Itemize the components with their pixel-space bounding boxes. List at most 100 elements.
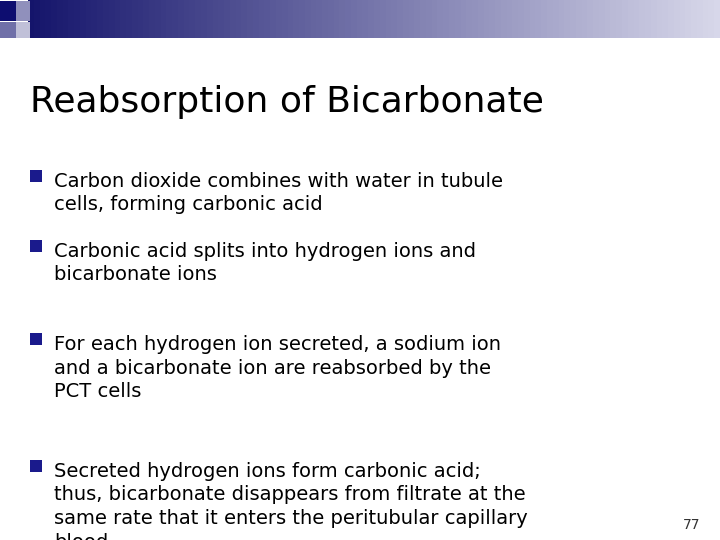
Bar bbox=[576, 0, 582, 38]
Bar bbox=[478, 0, 485, 38]
Bar bbox=[605, 0, 611, 38]
Bar bbox=[172, 0, 179, 38]
Bar bbox=[391, 0, 398, 38]
Bar bbox=[149, 0, 156, 38]
Text: Carbon dioxide combines with water in tubule
cells, forming carbonic acid: Carbon dioxide combines with water in tu… bbox=[54, 172, 503, 214]
Bar bbox=[593, 0, 600, 38]
Bar bbox=[438, 0, 444, 38]
Bar bbox=[322, 0, 329, 38]
Bar bbox=[356, 0, 364, 38]
Bar bbox=[703, 0, 709, 38]
Bar bbox=[674, 0, 680, 38]
Bar bbox=[420, 0, 427, 38]
Bar bbox=[622, 0, 629, 38]
Bar bbox=[258, 0, 266, 38]
Bar bbox=[30, 170, 42, 182]
Bar bbox=[685, 0, 692, 38]
Bar bbox=[467, 0, 473, 38]
Bar bbox=[218, 0, 225, 38]
Bar bbox=[639, 0, 646, 38]
Text: For each hydrogen ion secreted, a sodium ion
and a bicarbonate ion are reabsorbe: For each hydrogen ion secreted, a sodium… bbox=[54, 335, 501, 401]
Bar bbox=[570, 0, 577, 38]
Bar bbox=[374, 0, 381, 38]
Bar bbox=[402, 0, 410, 38]
Bar bbox=[645, 0, 652, 38]
Bar bbox=[0, 1, 16, 21]
Bar bbox=[564, 0, 571, 38]
Bar bbox=[166, 0, 174, 38]
Bar bbox=[379, 0, 387, 38]
Bar bbox=[455, 0, 462, 38]
Bar bbox=[490, 0, 496, 38]
Bar bbox=[28, 0, 35, 38]
Bar bbox=[241, 0, 248, 38]
Bar bbox=[57, 0, 63, 38]
Text: Carbonic acid splits into hydrogen ions and
bicarbonate ions: Carbonic acid splits into hydrogen ions … bbox=[54, 242, 476, 285]
Bar bbox=[247, 0, 254, 38]
Bar bbox=[143, 0, 150, 38]
Bar bbox=[310, 0, 318, 38]
Text: Reabsorption of Bicarbonate: Reabsorption of Bicarbonate bbox=[30, 85, 544, 119]
Bar bbox=[507, 0, 513, 38]
Bar bbox=[495, 0, 502, 38]
Bar bbox=[345, 0, 352, 38]
Bar bbox=[189, 0, 197, 38]
Bar bbox=[415, 0, 421, 38]
Bar bbox=[691, 0, 698, 38]
Bar bbox=[0, 22, 16, 38]
Bar bbox=[293, 0, 300, 38]
Bar bbox=[30, 333, 42, 345]
Bar bbox=[651, 0, 657, 38]
Bar bbox=[161, 0, 167, 38]
Bar bbox=[207, 0, 214, 38]
Bar bbox=[51, 0, 58, 38]
Bar bbox=[541, 0, 548, 38]
Bar bbox=[264, 0, 271, 38]
Bar bbox=[536, 0, 542, 38]
Bar bbox=[518, 0, 525, 38]
Bar bbox=[530, 0, 536, 38]
Bar bbox=[547, 0, 554, 38]
Bar bbox=[611, 0, 617, 38]
Bar bbox=[362, 0, 369, 38]
Bar bbox=[680, 0, 686, 38]
Bar bbox=[559, 0, 565, 38]
Bar bbox=[553, 0, 559, 38]
Bar bbox=[634, 0, 640, 38]
Bar bbox=[114, 0, 121, 38]
Bar bbox=[599, 0, 606, 38]
Bar bbox=[501, 0, 508, 38]
Bar bbox=[16, 1, 30, 21]
Bar bbox=[270, 0, 277, 38]
Bar bbox=[126, 0, 132, 38]
Bar bbox=[657, 0, 663, 38]
Bar bbox=[155, 0, 161, 38]
Text: 77: 77 bbox=[683, 518, 700, 532]
Bar bbox=[282, 0, 289, 38]
Bar bbox=[484, 0, 490, 38]
Bar bbox=[184, 0, 191, 38]
Bar bbox=[45, 0, 52, 38]
Bar bbox=[30, 460, 42, 472]
Bar bbox=[385, 0, 392, 38]
Bar bbox=[276, 0, 283, 38]
Bar bbox=[109, 0, 115, 38]
Bar bbox=[426, 0, 433, 38]
Bar bbox=[97, 0, 104, 38]
Bar bbox=[616, 0, 623, 38]
Bar bbox=[195, 0, 202, 38]
Bar bbox=[351, 0, 358, 38]
Bar bbox=[253, 0, 260, 38]
Bar bbox=[333, 0, 341, 38]
Bar bbox=[305, 0, 312, 38]
Bar bbox=[120, 0, 127, 38]
Bar bbox=[40, 0, 46, 38]
Bar bbox=[287, 0, 294, 38]
Bar bbox=[34, 0, 40, 38]
Bar bbox=[91, 0, 98, 38]
Bar bbox=[103, 0, 109, 38]
Bar bbox=[714, 0, 720, 38]
Bar bbox=[138, 0, 144, 38]
Bar bbox=[588, 0, 594, 38]
Bar bbox=[201, 0, 208, 38]
